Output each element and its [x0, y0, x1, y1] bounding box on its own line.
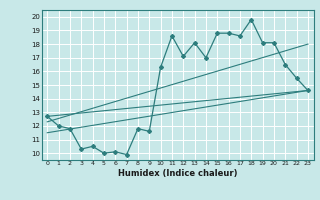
- X-axis label: Humidex (Indice chaleur): Humidex (Indice chaleur): [118, 169, 237, 178]
